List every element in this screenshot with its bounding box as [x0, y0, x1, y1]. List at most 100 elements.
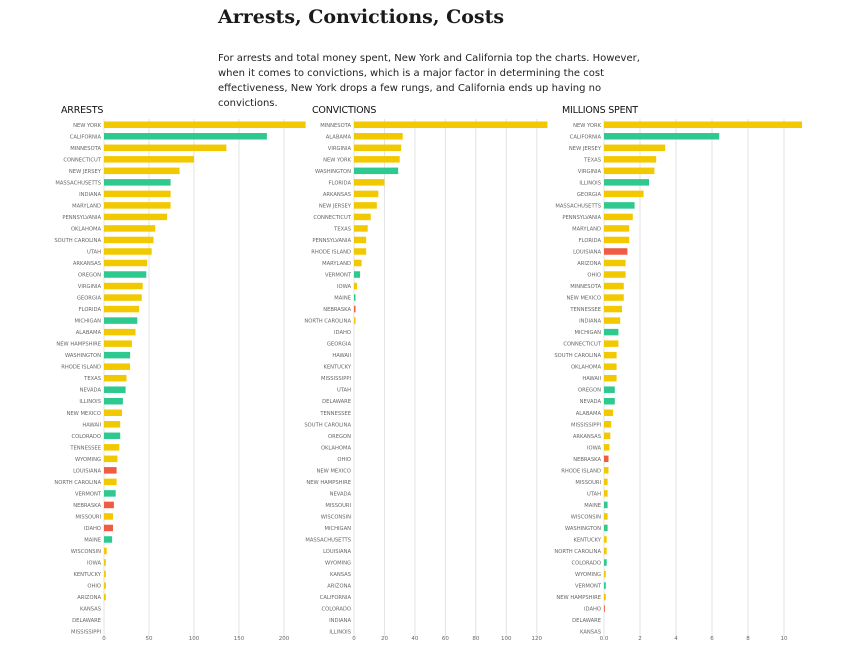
- spending-category-label: OREGON: [578, 388, 601, 394]
- spending-bar: [604, 582, 606, 589]
- spending-bar: [604, 363, 617, 370]
- spending-tick-label: 10: [781, 636, 788, 642]
- convictions-tick-label: 0: [352, 636, 356, 642]
- arrests-category-label: TENNESSEE: [69, 445, 101, 451]
- arrests-category-label: WYOMING: [75, 457, 101, 463]
- arrests-category-label: NEW YORK: [73, 123, 102, 129]
- spending-category-label: TEXAS: [583, 157, 601, 163]
- arrests-category-label: MARYLAND: [72, 203, 101, 209]
- convictions-bar: [354, 259, 362, 267]
- convictions-bar: [354, 133, 403, 140]
- spending-category-label: MAINE: [584, 503, 601, 509]
- convictions-category-label: NEW JERSEY: [319, 203, 352, 209]
- spending-category-label: MINNESOTA: [570, 284, 601, 290]
- convictions-category-label: MISSISSIPPI: [321, 376, 351, 382]
- convictions-bar: [354, 202, 377, 209]
- arrests-category-label: WISCONSIN: [71, 549, 101, 555]
- arrests-bar: [104, 524, 113, 532]
- arrests-category-label: OKLAHOMA: [71, 226, 102, 232]
- arrests-category-label: IDAHO: [84, 526, 101, 532]
- arrests-category-label: CALIFORNIA: [70, 134, 102, 140]
- spending-bar: [604, 351, 617, 359]
- convictions-category-label: ALABAMA: [326, 134, 352, 140]
- convictions-category-label: INDIANA: [329, 618, 351, 624]
- arrests-tick-label: 50: [146, 636, 153, 642]
- arrests-category-label: ARIZONA: [77, 595, 101, 601]
- convictions-category-label: RHODE ISLAND: [311, 249, 351, 255]
- convictions-category-label: UTAH: [337, 388, 351, 394]
- convictions-category-label: NEVADA: [330, 491, 352, 497]
- convictions-category-label: TEXAS: [333, 226, 351, 232]
- convictions-tick-label: 100: [501, 636, 512, 642]
- spending-bar: [604, 271, 626, 278]
- spending-bar: [604, 524, 608, 532]
- spending-bar: [604, 213, 633, 221]
- convictions-category-label: OKLAHOMA: [321, 445, 352, 451]
- convictions-category-label: MICHIGAN: [324, 526, 351, 532]
- arrests-bar: [104, 374, 127, 382]
- arrests-category-label: NORTH CAROLINA: [54, 480, 101, 486]
- spending-category-label: VIRGINIA: [578, 169, 602, 175]
- spending-bar: [604, 386, 615, 393]
- spending-category-label: TENNESSEE: [569, 307, 601, 313]
- arrests-category-label: DELAWARE: [72, 618, 101, 624]
- spending-tick-label: 6: [710, 636, 714, 642]
- convictions-category-label: OREGON: [328, 434, 351, 440]
- spending-bar: [604, 455, 609, 463]
- convictions-category-label: PENNSYLVANIA: [312, 238, 351, 244]
- spending-category-label: COLORADO: [571, 561, 601, 567]
- convictions-category-label: NEBRASKA: [323, 307, 351, 313]
- convictions-category-label: MAINE: [334, 296, 351, 302]
- spending-bar: [604, 570, 606, 578]
- convictions-bar: [354, 179, 385, 186]
- convictions-bar: [354, 225, 368, 232]
- spending-category-label: NEW HAMPSHIRE: [556, 595, 601, 601]
- spending-bar: [604, 501, 608, 509]
- spending-bar: [604, 282, 624, 290]
- convictions-bar: [354, 167, 399, 175]
- arrests-category-label: CONNECTICUT: [63, 157, 101, 163]
- convictions-bar: [354, 156, 400, 163]
- arrests-bar: [104, 397, 123, 405]
- spending-bar: [604, 248, 628, 255]
- spending-category-label: PENNSYLVANIA: [562, 215, 601, 221]
- arrests-category-label: OHIO: [87, 584, 101, 590]
- arrests-tick-label: 0: [102, 636, 106, 642]
- convictions-bar: [354, 121, 548, 129]
- convictions-category-label: MISSOURI: [325, 503, 351, 509]
- spending-tick-label: 4: [674, 636, 678, 642]
- arrests-category-label: RHODE ISLAND: [61, 365, 101, 371]
- arrests-category-label: MISSOURI: [75, 514, 101, 520]
- spending-chart-title: MILLIONS SPENT: [562, 105, 638, 116]
- spending-category-label: WASHINGTON: [565, 526, 601, 532]
- arrests-bar: [104, 305, 140, 313]
- convictions-bar: [354, 190, 379, 198]
- arrests-tick-label: 100: [189, 636, 200, 642]
- convictions-category-label: ARKANSAS: [323, 192, 351, 198]
- spending-category-label: GEORGIA: [577, 192, 602, 198]
- convictions-tick-label: 120: [532, 636, 543, 642]
- spending-bar: [604, 547, 607, 555]
- arrests-bar: [104, 432, 121, 440]
- arrests-bar: [104, 455, 118, 463]
- arrests-bar: [104, 248, 152, 255]
- page-title: Arrests, Convictions, Costs: [218, 6, 505, 28]
- spending-bar: [604, 605, 605, 612]
- arrests-category-label: IOWA: [87, 561, 101, 567]
- arrests-bar: [104, 593, 106, 601]
- convictions-category-label: LOUISIANA: [323, 549, 351, 555]
- arrests-bar: [104, 225, 156, 232]
- arrests-chart-title: ARRESTS: [61, 105, 104, 116]
- arrests-bar: [104, 547, 107, 555]
- convictions-category-label: KANSAS: [330, 572, 351, 578]
- convictions-category-label: ILLINOIS: [329, 630, 351, 636]
- convictions-bar: [354, 305, 356, 313]
- convictions-category-label: WASHINGTON: [315, 169, 351, 175]
- convictions-category-label: WYOMING: [325, 561, 351, 567]
- arrests-bar: [104, 259, 148, 267]
- arrests-bar: [104, 156, 194, 163]
- arrests-category-label: KENTUCKY: [73, 572, 101, 578]
- spending-bar: [604, 328, 619, 336]
- spending-bar: [604, 340, 619, 347]
- convictions-bar: [354, 271, 361, 278]
